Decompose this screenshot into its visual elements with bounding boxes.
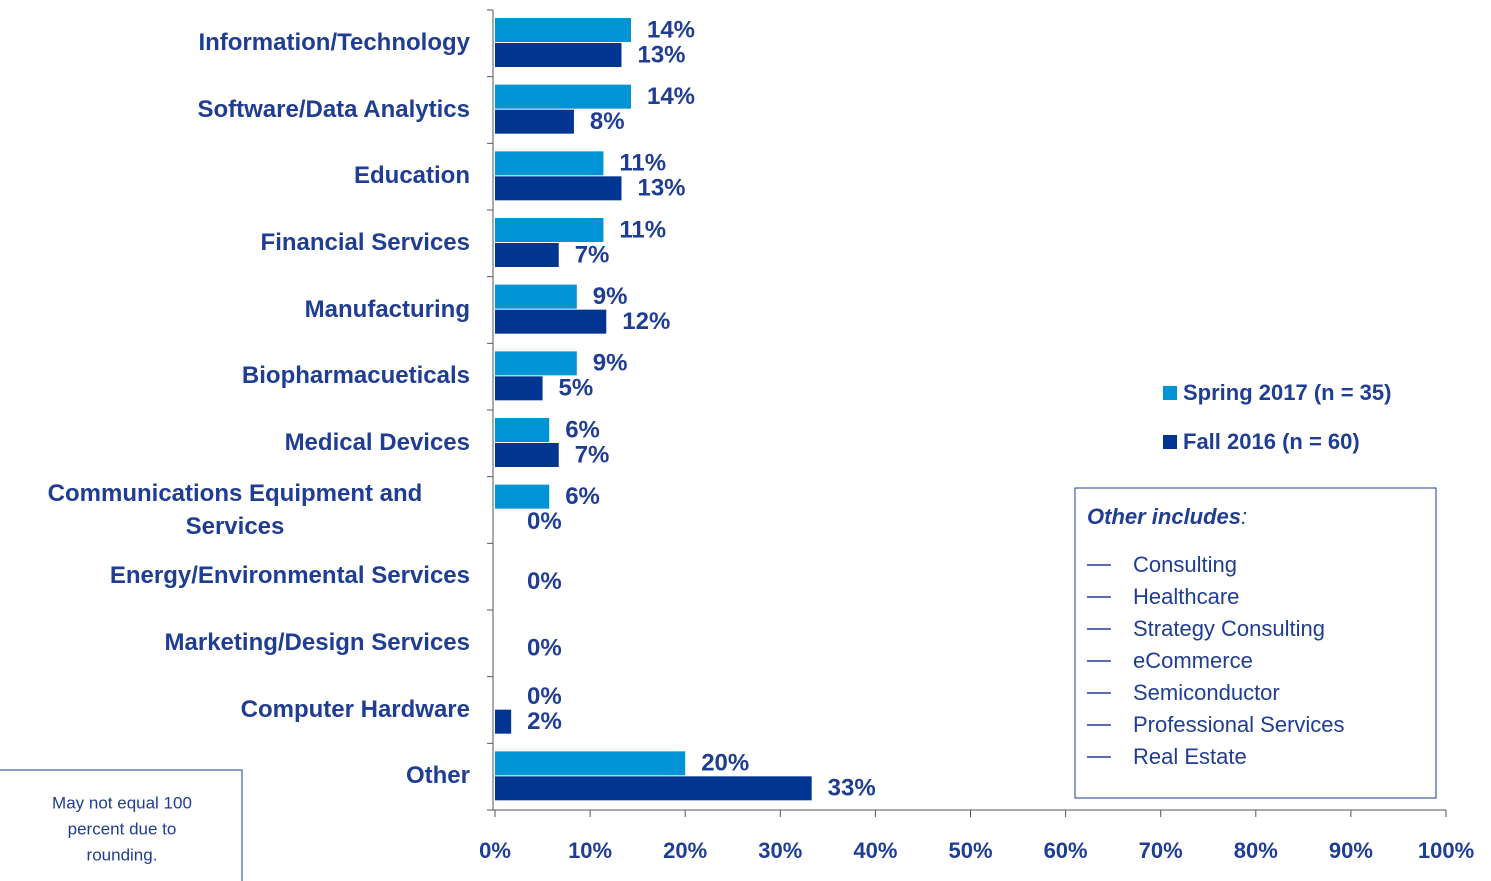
bar bbox=[495, 284, 577, 309]
other-item: Semiconductor bbox=[1133, 680, 1280, 705]
value-label: 9% bbox=[593, 350, 628, 377]
value-label: 7% bbox=[575, 441, 610, 468]
other-title-main: Other includes bbox=[1087, 504, 1241, 529]
category-label: Other bbox=[405, 762, 470, 790]
bar bbox=[495, 484, 550, 509]
other-item: Healthcare bbox=[1133, 584, 1239, 609]
value-label: 12% bbox=[622, 308, 670, 335]
x-tick-label: 90% bbox=[1329, 838, 1373, 863]
value-label: 0% bbox=[527, 683, 562, 710]
bar bbox=[495, 443, 559, 467]
category-label: Computer Hardware bbox=[240, 695, 470, 723]
value-label: 6% bbox=[565, 483, 600, 510]
note-line: May not equal 100 bbox=[52, 793, 192, 812]
category-label: Medical Devices bbox=[284, 428, 470, 456]
category-label: Software/Data Analytics bbox=[197, 95, 470, 123]
other-title: Other includes: bbox=[1087, 504, 1247, 529]
bar bbox=[495, 309, 607, 334]
category-label: Education bbox=[353, 162, 470, 190]
value-label: 14% bbox=[647, 83, 695, 110]
other-item: Professional Services bbox=[1133, 712, 1345, 737]
note-line: percent due to bbox=[68, 819, 177, 838]
bar bbox=[495, 243, 559, 267]
value-label: 0% bbox=[527, 508, 562, 535]
bar bbox=[495, 751, 686, 776]
value-label: 13% bbox=[637, 41, 685, 68]
legend-swatch bbox=[1163, 386, 1177, 400]
x-tick-label: 10% bbox=[568, 838, 612, 863]
x-tick-label: 60% bbox=[1044, 838, 1088, 863]
bar bbox=[495, 151, 604, 176]
x-tick-label: 0% bbox=[479, 838, 511, 863]
x-tick-label: 70% bbox=[1139, 838, 1183, 863]
value-label: 6% bbox=[565, 416, 600, 443]
note-box bbox=[0, 769, 243, 881]
x-tick-label: 40% bbox=[853, 838, 897, 863]
bar bbox=[495, 43, 622, 67]
value-label: 33% bbox=[828, 775, 876, 802]
other-item: Consulting bbox=[1133, 552, 1237, 577]
bar bbox=[495, 418, 550, 442]
value-label: 11% bbox=[619, 150, 666, 177]
value-label: 5% bbox=[559, 375, 594, 402]
bar bbox=[495, 176, 622, 201]
category-label: Energy/Environmental Services bbox=[109, 562, 470, 590]
category-label: Biopharmacueticals bbox=[241, 362, 470, 390]
value-label: 14% bbox=[647, 16, 695, 43]
value-label: 8% bbox=[590, 108, 625, 135]
other-item: Strategy Consulting bbox=[1133, 616, 1325, 641]
other-title-suffix: : bbox=[1241, 504, 1247, 529]
legend-label: Spring 2017 (n = 35) bbox=[1183, 380, 1391, 405]
category-label: Financial Services bbox=[260, 228, 470, 256]
bar bbox=[495, 776, 812, 801]
x-tick-label: 80% bbox=[1234, 838, 1278, 863]
other-box bbox=[1074, 487, 1437, 799]
x-tick-label: 20% bbox=[663, 838, 707, 863]
x-tick-label: 50% bbox=[948, 838, 992, 863]
value-label: 2% bbox=[527, 708, 562, 735]
bar bbox=[495, 351, 577, 376]
bar bbox=[495, 18, 631, 42]
value-label: 0% bbox=[527, 635, 562, 662]
value-label: 0% bbox=[527, 568, 562, 595]
other-item: Real Estate bbox=[1133, 744, 1247, 769]
bar bbox=[495, 109, 574, 134]
bar bbox=[495, 218, 604, 242]
other-item: eCommerce bbox=[1133, 648, 1253, 673]
category-label: Manufacturing bbox=[304, 295, 470, 323]
x-tick-label: 30% bbox=[758, 838, 802, 863]
category-label: Information/Technology bbox=[198, 28, 470, 56]
value-label: 20% bbox=[701, 750, 749, 777]
bar bbox=[495, 376, 543, 401]
value-label: 9% bbox=[593, 283, 628, 310]
category-label: Marketing/Design Services bbox=[164, 628, 470, 656]
legend-swatch bbox=[1163, 435, 1177, 449]
note-line: rounding. bbox=[87, 845, 158, 864]
bar bbox=[495, 709, 512, 734]
category-label: Communications Equipment and Services bbox=[47, 480, 423, 540]
bar bbox=[495, 84, 631, 109]
legend-label: Fall 2016 (n = 60) bbox=[1183, 429, 1360, 454]
value-label: 11% bbox=[619, 216, 666, 243]
x-tick-label: 100% bbox=[1418, 838, 1474, 863]
value-label: 7% bbox=[575, 241, 610, 268]
value-label: 13% bbox=[637, 175, 685, 202]
